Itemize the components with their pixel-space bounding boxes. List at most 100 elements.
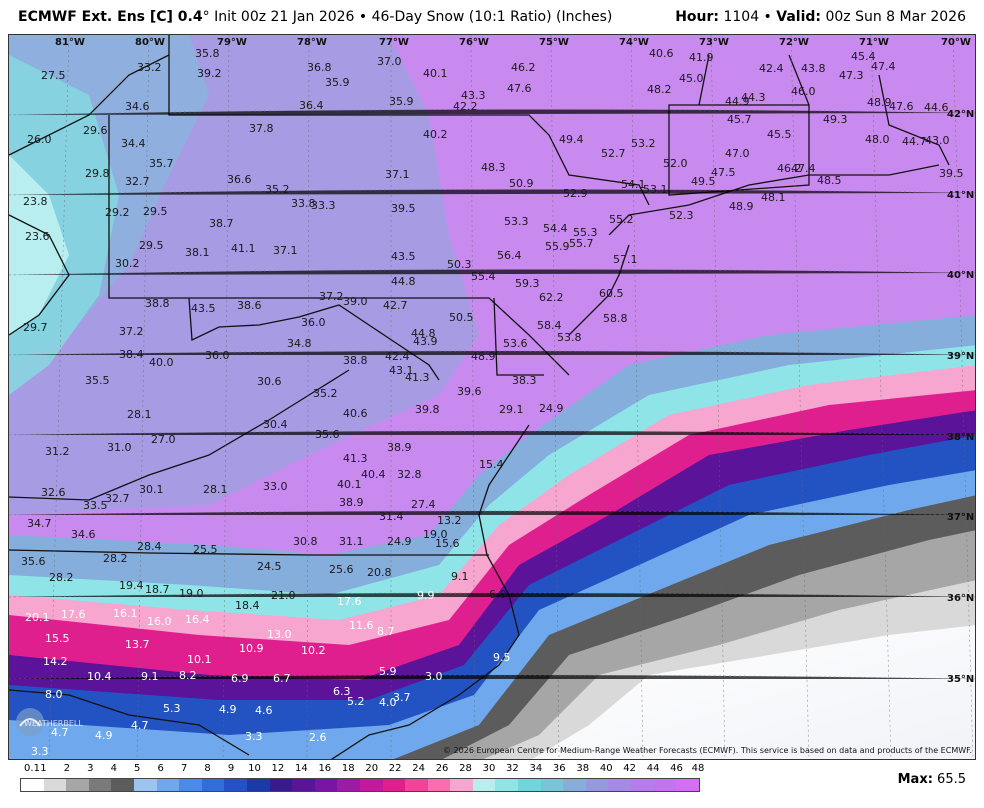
snow-value: 26.0 <box>27 133 52 146</box>
legend-tick-label: 18 <box>341 763 355 774</box>
snow-value: 33.3 <box>311 199 336 212</box>
snow-value: 3.0 <box>425 670 443 683</box>
snow-value: 44.9 <box>725 95 750 108</box>
snow-value: 19.0 <box>179 587 204 600</box>
legend-swatch <box>292 779 315 791</box>
snow-value: 55.3 <box>573 226 598 239</box>
snow-value: 39.0 <box>343 295 368 308</box>
snow-value-labels: 27.5 33.2 35.8 39.2 36.8 35.9 37.0 40.1 46.2 47.6… <box>21 47 964 758</box>
snow-value: 54.4 <box>543 222 568 235</box>
snow-value: 9.1 <box>141 670 159 683</box>
snow-value: 15.6 <box>435 537 460 550</box>
snow-value: 4.9 <box>219 703 237 716</box>
snow-value: 44.8 <box>391 275 416 288</box>
legend-swatch <box>224 779 247 791</box>
snow-value: 58.4 <box>537 319 562 332</box>
snow-zone-trace <box>532 625 975 759</box>
longitude-label: 70°W <box>941 37 971 48</box>
snow-value: 36.8 <box>307 61 332 74</box>
snow-value: 28.1 <box>203 483 228 496</box>
snow-value: 37.1 <box>385 168 410 181</box>
snow-value: 23.8 <box>23 195 48 208</box>
legend-tick-label: 1 <box>40 763 47 774</box>
snow-value: 40.0 <box>149 356 174 369</box>
graticule <box>9 35 975 759</box>
snow-value: 58.8 <box>603 312 628 325</box>
snow-value: 40.1 <box>337 478 362 491</box>
snow-value: 38.9 <box>387 441 412 454</box>
legend-tick-label: 48 <box>691 763 705 774</box>
snow-value: 37.8 <box>249 122 274 135</box>
snow-value: 38.9 <box>339 496 364 509</box>
snow-value: 33.8 <box>291 197 316 210</box>
snow-value: 52.7 <box>601 147 626 160</box>
snow-value: 18.7 <box>145 583 170 596</box>
map-canvas: 81°W 80°W 79°W 78°W 77°W 76°W 75°W 74°W 73°W 72°W… <box>9 35 975 759</box>
snow-value: 10.2 <box>301 644 326 657</box>
snow-value: 28.4 <box>137 540 162 553</box>
snow-value: 32.6 <box>41 486 66 499</box>
snow-value: 27.4 <box>411 498 436 511</box>
legend-tick-label: 2 <box>63 763 71 774</box>
hour-label: Hour: <box>675 9 720 25</box>
snow-value: 13.0 <box>267 628 292 641</box>
snow-value: 24.9 <box>539 402 564 415</box>
longitude-labels: 81°W 80°W 79°W 78°W 77°W 76°W 75°W 74°W 73°W 72°W… <box>55 37 971 48</box>
snow-value: 28.1 <box>127 408 152 421</box>
snow-value: 49.3 <box>823 113 848 126</box>
legend-swatch <box>66 779 89 791</box>
legend-swatch <box>246 779 270 791</box>
longitude-label: 81°W <box>55 37 85 48</box>
snow-value: 4.7 <box>131 719 149 732</box>
legend-swatch <box>21 779 44 791</box>
snow-value: 33.0 <box>263 480 288 493</box>
longitude-label: 79°W <box>217 37 247 48</box>
snow-value: 2.6 <box>309 731 327 744</box>
snow-value: 47.5 <box>711 166 736 179</box>
snow-value: 52.9 <box>563 187 588 200</box>
legend-tick-label: 14 <box>295 763 308 774</box>
snow-value: 18.4 <box>235 599 260 612</box>
snow-value: 48.2 <box>647 83 672 96</box>
snow-value: 28.2 <box>49 571 74 584</box>
latitude-label: 37°N <box>947 512 974 523</box>
valid-value: 00z Sun 8 Mar 2026 <box>821 9 966 25</box>
hour-value: 1104 • <box>719 9 777 25</box>
snow-value: 52.0 <box>663 157 688 170</box>
snow-value: 29.1 <box>499 403 524 416</box>
header-bar: ECMWF Ext. Ens [C] 0.4° Init 00z 21 Jan … <box>0 0 984 34</box>
snow-value: 60.5 <box>599 287 624 300</box>
snow-value: 47.6 <box>507 82 532 95</box>
latitude-label: 42°N <box>947 109 974 120</box>
snow-value: 15.5 <box>45 632 70 645</box>
snow-value: 37.2 <box>319 290 344 303</box>
snow-value: 35.6 <box>21 555 46 568</box>
snow-value: 55.4 <box>471 270 496 283</box>
snow-value: 52.3 <box>669 209 694 222</box>
snow-value: 13.2 <box>437 514 462 527</box>
snow-value: 43.9 <box>413 335 438 348</box>
legend-tick-label: 36 <box>552 763 566 774</box>
snow-value: 44.7 <box>902 135 927 148</box>
legend-tick-label: 10 <box>248 763 261 774</box>
snow-value: 55.9 <box>545 240 570 253</box>
snow-value: 39.6 <box>457 385 482 398</box>
snow-value: 36.6 <box>227 173 252 186</box>
snow-value: 47.3 <box>839 69 864 82</box>
snow-value: 4.7 <box>51 726 69 739</box>
latitude-label: 41°N <box>947 190 974 201</box>
snow-value: 35.5 <box>85 374 110 387</box>
snow-value: 35.9 <box>389 95 414 108</box>
snow-value: 50.5 <box>449 311 474 324</box>
snow-value: 34.6 <box>71 528 96 541</box>
legend-tick-label: 12 <box>271 763 285 774</box>
snow-value: 50.3 <box>447 258 472 271</box>
legend-tick-label: 0.1 <box>24 763 40 774</box>
longitude-label: 77°W <box>379 37 409 48</box>
latitude-label: 36°N <box>947 593 974 604</box>
snow-value: 37.2 <box>119 325 144 338</box>
legend-swatch <box>450 779 473 791</box>
snow-value: 34.8 <box>287 337 312 350</box>
snow-value: 28.2 <box>103 552 128 565</box>
model-name: ECMWF Ext. Ens [C] 0.4 <box>18 9 203 25</box>
